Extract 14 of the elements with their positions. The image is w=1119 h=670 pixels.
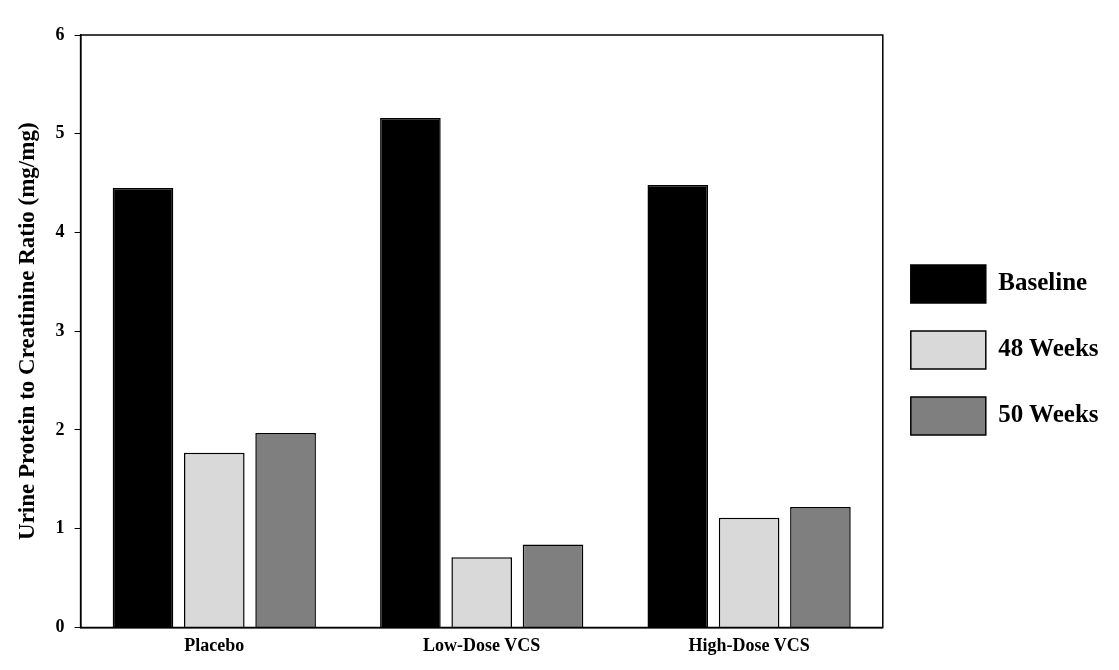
legend-label: Baseline [998,268,1088,296]
x-tick-label: High-Dose VCS [688,634,810,655]
legend-label: 50 Weeks [998,400,1099,428]
y-tick-label: 3 [55,319,65,340]
y-tick-label: 6 [55,23,65,44]
y-tick-label: 4 [55,221,65,242]
y-tick-label: 1 [55,517,65,538]
x-tick-label: Low-Dose VCS [423,634,541,655]
y-axis-title: Urine Protein to Creatinine Ratio (mg/mg) [13,122,39,540]
y-tick-label: 0 [55,616,65,637]
y-tick-label: 5 [55,122,65,143]
y-tick-label: 2 [55,418,65,439]
legend-label: 48 Weeks [998,334,1099,362]
x-tick-label: Placebo [184,634,245,655]
